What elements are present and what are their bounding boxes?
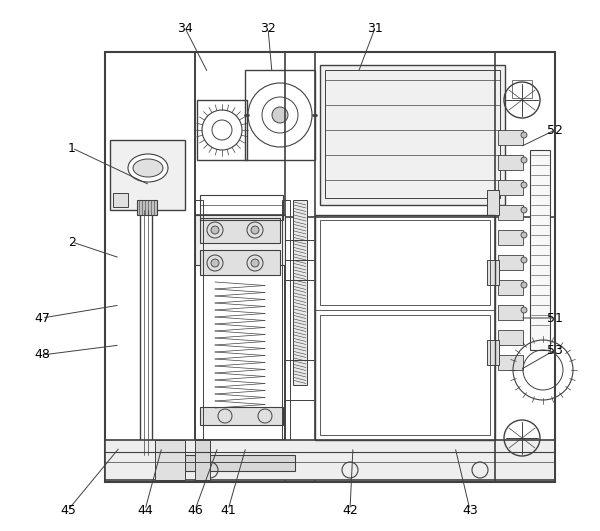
Bar bbox=[200, 250, 280, 275]
Circle shape bbox=[521, 282, 527, 288]
Bar bbox=[498, 305, 523, 320]
Bar bbox=[320, 220, 490, 305]
Bar bbox=[120, 453, 185, 465]
Text: 34: 34 bbox=[177, 21, 193, 35]
Bar bbox=[130, 463, 175, 473]
Bar bbox=[282, 200, 290, 440]
Circle shape bbox=[521, 207, 527, 213]
Bar bbox=[530, 150, 550, 350]
Circle shape bbox=[272, 107, 288, 123]
Bar bbox=[498, 280, 523, 295]
Bar bbox=[498, 130, 523, 145]
Bar bbox=[487, 260, 499, 285]
Bar bbox=[197, 100, 247, 160]
Text: 52: 52 bbox=[547, 124, 563, 136]
Bar bbox=[195, 215, 285, 265]
Bar bbox=[105, 440, 555, 480]
Bar bbox=[498, 180, 523, 195]
Circle shape bbox=[251, 226, 259, 234]
Bar bbox=[195, 200, 203, 440]
Bar bbox=[195, 440, 210, 480]
Circle shape bbox=[521, 232, 527, 238]
Text: 43: 43 bbox=[462, 503, 478, 517]
Bar bbox=[487, 340, 499, 365]
Bar bbox=[195, 52, 555, 217]
Text: 46: 46 bbox=[187, 503, 203, 517]
Bar bbox=[113, 193, 128, 207]
Bar bbox=[498, 355, 523, 370]
Bar bbox=[137, 200, 157, 215]
Text: 32: 32 bbox=[260, 21, 276, 35]
Ellipse shape bbox=[128, 154, 168, 182]
Bar bbox=[200, 218, 280, 243]
Ellipse shape bbox=[133, 159, 163, 177]
Bar bbox=[200, 407, 283, 425]
Bar bbox=[315, 215, 495, 440]
Bar bbox=[498, 205, 523, 220]
Text: 41: 41 bbox=[220, 503, 236, 517]
Bar bbox=[105, 52, 195, 482]
Circle shape bbox=[521, 307, 527, 313]
Circle shape bbox=[211, 226, 219, 234]
Bar bbox=[200, 195, 283, 220]
Bar bbox=[498, 255, 523, 270]
Text: 53: 53 bbox=[547, 344, 563, 356]
Text: 48: 48 bbox=[34, 348, 50, 362]
Circle shape bbox=[521, 157, 527, 163]
Text: 42: 42 bbox=[342, 503, 358, 517]
Text: 2: 2 bbox=[68, 236, 76, 249]
Text: 45: 45 bbox=[60, 503, 76, 517]
Bar bbox=[498, 155, 523, 170]
Bar bbox=[325, 70, 500, 198]
Bar bbox=[245, 70, 315, 160]
Bar bbox=[155, 440, 185, 480]
Text: 47: 47 bbox=[34, 312, 50, 324]
Bar bbox=[185, 455, 295, 471]
Text: 1: 1 bbox=[68, 141, 76, 155]
Bar bbox=[498, 230, 523, 245]
Circle shape bbox=[521, 132, 527, 138]
Bar bbox=[140, 210, 152, 455]
Circle shape bbox=[211, 259, 219, 267]
Bar bbox=[320, 315, 490, 435]
Bar bbox=[320, 65, 505, 205]
Circle shape bbox=[521, 182, 527, 188]
Bar bbox=[110, 140, 185, 210]
Text: 51: 51 bbox=[547, 312, 563, 324]
Bar bbox=[487, 190, 499, 215]
Circle shape bbox=[521, 257, 527, 263]
Bar bbox=[293, 200, 307, 385]
Bar bbox=[495, 52, 555, 482]
Circle shape bbox=[251, 259, 259, 267]
Bar bbox=[285, 52, 315, 482]
Text: 44: 44 bbox=[137, 503, 153, 517]
Text: 31: 31 bbox=[367, 21, 383, 35]
Bar bbox=[512, 80, 532, 98]
Bar bbox=[195, 215, 285, 440]
Bar bbox=[498, 330, 523, 345]
Bar bbox=[105, 52, 555, 482]
